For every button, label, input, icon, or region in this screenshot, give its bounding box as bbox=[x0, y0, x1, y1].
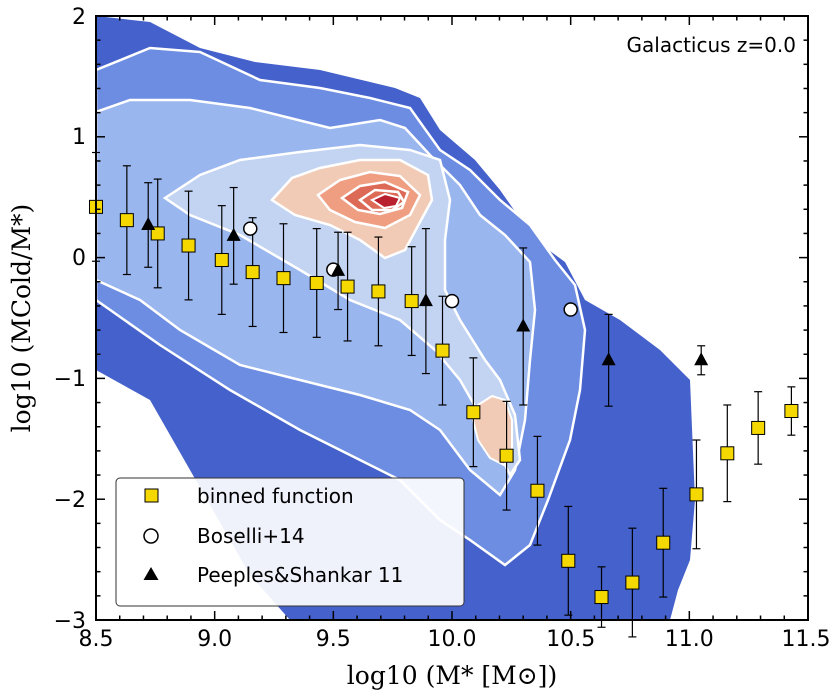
binned-point bbox=[625, 575, 640, 590]
contour-peak-4 bbox=[369, 192, 402, 210]
data-markers bbox=[89, 199, 799, 605]
peeples-point bbox=[331, 262, 346, 276]
binned-point bbox=[720, 446, 735, 461]
x-axis-label: log10 (M* [M⊙]) bbox=[347, 661, 557, 690]
binned-point bbox=[751, 420, 766, 435]
binned-point bbox=[561, 553, 576, 568]
y-tick-label: −3 bbox=[54, 609, 86, 634]
x-tick-label: 10.0 bbox=[428, 627, 477, 652]
boselli-point bbox=[243, 221, 258, 236]
binned-point bbox=[466, 405, 481, 420]
y-tick-label: −2 bbox=[54, 488, 86, 513]
x-tick-label: 9.5 bbox=[316, 627, 351, 652]
axis-ticks bbox=[95, 15, 809, 621]
y-tick-label: 2 bbox=[72, 5, 86, 30]
binned-point bbox=[435, 343, 450, 358]
binned-point bbox=[689, 487, 704, 502]
binned-point bbox=[181, 238, 196, 253]
y-tick-label: 0 bbox=[72, 246, 86, 271]
x-tick-label: 8.5 bbox=[79, 627, 114, 652]
binned-point bbox=[784, 404, 799, 419]
legend-label-binned: binned function bbox=[197, 484, 354, 508]
binned-point bbox=[594, 590, 609, 605]
binned-point bbox=[371, 284, 386, 299]
annotation-label: Galacticus z=0.0 bbox=[627, 33, 796, 57]
binned-point bbox=[656, 535, 671, 550]
binned-point bbox=[404, 294, 419, 309]
contour-peak-inner-1 bbox=[357, 188, 406, 212]
binned-point bbox=[309, 275, 324, 290]
y-tick-label: −1 bbox=[54, 367, 86, 392]
x-tick-label: 10.5 bbox=[546, 627, 595, 652]
y-axis-label: log10 (MCold/M*) bbox=[7, 204, 36, 433]
boselli-point bbox=[563, 302, 578, 317]
legend: binned function Boselli+14 Peeples&Shank… bbox=[115, 477, 465, 607]
binned-point bbox=[245, 265, 260, 280]
peeples-point bbox=[694, 352, 709, 366]
y-tick-label: 1 bbox=[72, 125, 86, 150]
x-tick-label: 9.0 bbox=[197, 627, 232, 652]
legend-label-boselli: Boselli+14 bbox=[197, 524, 305, 548]
x-tick-label: 11.5 bbox=[782, 627, 831, 652]
legend-box bbox=[115, 477, 465, 607]
x-tick-labels: 8.5 9.0 9.5 10.0 10.5 11.0 11.5 bbox=[79, 627, 831, 652]
binned-point bbox=[119, 213, 134, 228]
legend-label-peeples: Peeples&Shankar 11 bbox=[197, 563, 403, 587]
legend-marker-square bbox=[144, 488, 159, 503]
boselli-point bbox=[444, 293, 460, 309]
peeples-point bbox=[601, 352, 616, 366]
binned-point bbox=[499, 448, 514, 463]
binned-point bbox=[340, 279, 355, 294]
y-tick-labels: −3 −2 −1 0 1 2 bbox=[54, 5, 86, 634]
binned-point bbox=[150, 226, 165, 241]
peeples-point bbox=[418, 293, 433, 307]
legend-marker-circle bbox=[143, 528, 159, 544]
x-tick-label: 11.0 bbox=[665, 627, 714, 652]
legend-marker-triangle bbox=[143, 567, 159, 580]
binned-point bbox=[530, 483, 545, 498]
binned-point bbox=[276, 271, 291, 286]
peeples-point bbox=[516, 318, 531, 332]
density-contours bbox=[96, 16, 695, 620]
binned-point bbox=[214, 253, 229, 268]
peeples-point bbox=[226, 227, 241, 241]
peeples-point bbox=[141, 216, 156, 230]
